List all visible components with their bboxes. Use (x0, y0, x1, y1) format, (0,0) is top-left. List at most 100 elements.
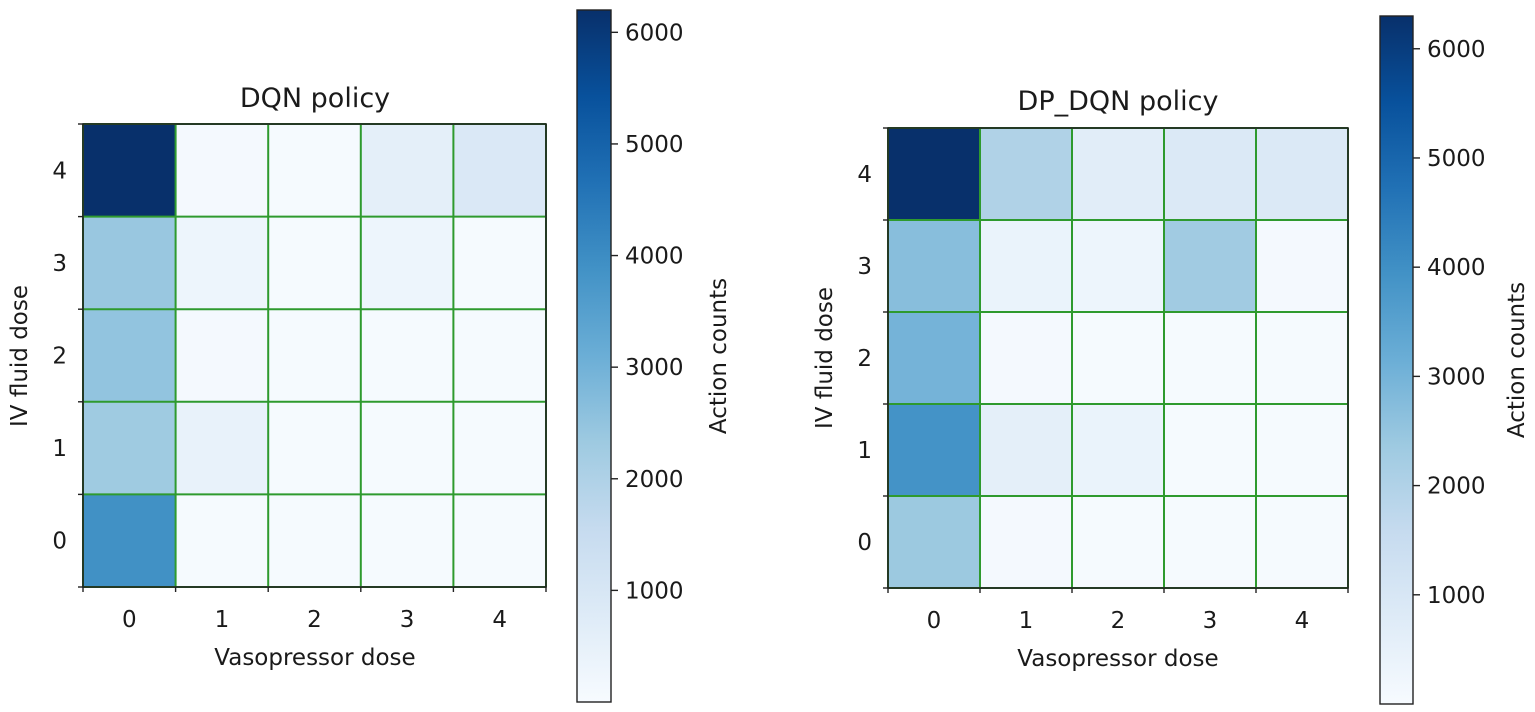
heatmap-cell-x3-y0 (360, 494, 454, 587)
heatmap-cell-x2-y4 (1072, 128, 1164, 220)
chart-title: DP_DQN policy (1018, 86, 1219, 117)
colorbar-label: Action counts (1504, 282, 1530, 438)
heatmap-cell-x0-y2 (888, 312, 980, 404)
heatmap-cell-x1-y1 (980, 404, 1072, 496)
plot-frame (887, 127, 1349, 589)
heatmap-cell-x0-y3 (888, 220, 980, 312)
y-tick-label: 1 (857, 438, 872, 464)
heatmap-cell-x4-y2 (1256, 312, 1348, 404)
chart-title: DQN policy (240, 83, 390, 114)
heatmap-cells (83, 124, 546, 587)
colorbar-tick-label: 1000 (625, 578, 684, 604)
heatmap-cell-x4-y0 (1256, 496, 1348, 588)
heatmap-panel-dp-dqn: DP_DQN policy 0 1 2 3 4 0 1 2 3 4 Vasopressor do… (812, 15, 1530, 705)
y-tick-label: 2 (52, 344, 67, 370)
colorbar-tick-label: 2000 (1427, 474, 1486, 500)
colorbar-tick-label: 5000 (625, 132, 684, 158)
colorbar-ticks: 1000 2000 3000 4000 5000 6000 (611, 20, 684, 604)
heatmap-cell-x1-y4 (175, 124, 269, 217)
heatmap-cell-x4-y1 (453, 401, 546, 495)
y-axis-ticks: 0 1 2 3 4 (857, 127, 888, 589)
y-tick-label: 4 (52, 158, 67, 184)
heatmap-cell-x2-y3 (268, 216, 361, 310)
heatmap-cell-x2-y1 (1072, 404, 1164, 496)
y-tick-label: 3 (52, 251, 67, 277)
heatmap-cell-x1-y2 (175, 309, 269, 402)
colorbar-tick-label: 3000 (1427, 364, 1486, 390)
x-axis-ticks: 0 1 2 3 4 (887, 588, 1349, 634)
heatmap-cell-x0-y4 (83, 124, 176, 217)
x-axis-label: Vasopressor dose (214, 645, 415, 671)
colorbar-gradient (1379, 15, 1414, 705)
heatmap-cell-x3-y0 (1164, 496, 1256, 588)
colorbar-tick-label: 6000 (1427, 37, 1486, 63)
heatmap-cell-x1-y2 (980, 312, 1072, 404)
heatmap-cell-x3-y1 (1164, 404, 1256, 496)
colorbar-tick-label: 5000 (1427, 146, 1486, 172)
colorbar-tick-label: 6000 (625, 20, 684, 46)
heatmap-cell-x2-y0 (1072, 496, 1164, 588)
colorbar-label: Action counts (706, 278, 732, 434)
heatmap-cell-x2-y0 (268, 494, 361, 587)
x-tick-label: 1 (1019, 608, 1034, 634)
heatmap-cell-x0-y1 (83, 401, 176, 495)
colorbar: 1000 2000 3000 4000 5000 6000 Action counts (576, 9, 732, 703)
x-tick-label: 4 (1295, 608, 1310, 634)
heatmap-cell-x3-y3 (1164, 220, 1256, 312)
x-tick-label: 3 (1203, 608, 1218, 634)
heatmap-cell-x1-y0 (175, 494, 269, 587)
x-tick-label: 1 (215, 607, 230, 633)
heatmap-cell-x2-y2 (1072, 312, 1164, 404)
heatmap-cell-x0-y1 (888, 404, 980, 496)
y-axis-label: IV fluid dose (812, 287, 838, 429)
colorbar-tick-label: 4000 (1427, 255, 1486, 281)
heatmap-cell-x0-y4 (888, 128, 980, 220)
y-tick-label: 2 (857, 346, 872, 372)
colorbar: 1000 2000 3000 4000 5000 6000 Action counts (1379, 15, 1530, 705)
y-tick-label: 3 (857, 254, 872, 280)
heatmap-cell-x1-y3 (980, 220, 1072, 312)
x-tick-label: 2 (1111, 608, 1126, 634)
heatmap-cell-x3-y4 (360, 124, 454, 217)
heatmap-cell-x1-y1 (175, 401, 269, 495)
heatmap-cell-x2-y4 (268, 124, 361, 217)
x-tick-label: 2 (307, 607, 322, 633)
heatmap-cell-x1-y0 (980, 496, 1072, 588)
y-axis-label: IV fluid dose (7, 285, 33, 427)
heatmap-cell-x4-y4 (453, 124, 546, 217)
heatmap-cell-x4-y3 (453, 216, 546, 310)
colorbar-tick-label: 2000 (625, 467, 684, 493)
heatmap-cell-x4-y3 (1256, 220, 1348, 312)
x-tick-label: 3 (400, 607, 415, 633)
y-tick-label: 4 (857, 162, 872, 188)
heatmap-cell-x0-y2 (83, 309, 176, 402)
heatmap-cell-x4-y4 (1256, 128, 1348, 220)
y-tick-label: 1 (52, 436, 67, 462)
y-tick-label: 0 (857, 530, 872, 556)
heatmap-cell-x0-y0 (888, 496, 980, 588)
heatmap-cell-x2-y1 (268, 401, 361, 495)
heatmap-cell-x0-y0 (83, 494, 176, 587)
colorbar-gradient (576, 9, 612, 703)
heatmap-cell-x4-y0 (453, 494, 546, 587)
x-tick-label: 4 (492, 607, 507, 633)
heatmap-cell-x0-y3 (83, 216, 176, 310)
heatmap-cell-x1-y4 (980, 128, 1072, 220)
x-tick-label: 0 (927, 608, 942, 634)
y-tick-label: 0 (52, 529, 67, 555)
heatmap-cell-x2-y2 (268, 309, 361, 402)
heatmap-cell-x3-y4 (1164, 128, 1256, 220)
colorbar-tick-label: 1000 (1427, 583, 1486, 609)
colorbar-ticks: 1000 2000 3000 4000 5000 6000 (1413, 37, 1486, 609)
x-axis-label: Vasopressor dose (1017, 646, 1218, 672)
heatmap-cell-x3-y2 (360, 309, 454, 402)
x-tick-label: 0 (122, 607, 137, 633)
heatmap-cell-x3-y3 (360, 216, 454, 310)
colorbar-tick-label: 3000 (625, 355, 684, 381)
heatmap-cell-x3-y2 (1164, 312, 1256, 404)
heatmap-cell-x3-y1 (360, 401, 454, 495)
heatmap-cells (888, 128, 1348, 588)
heatmap-cell-x1-y3 (175, 216, 269, 310)
